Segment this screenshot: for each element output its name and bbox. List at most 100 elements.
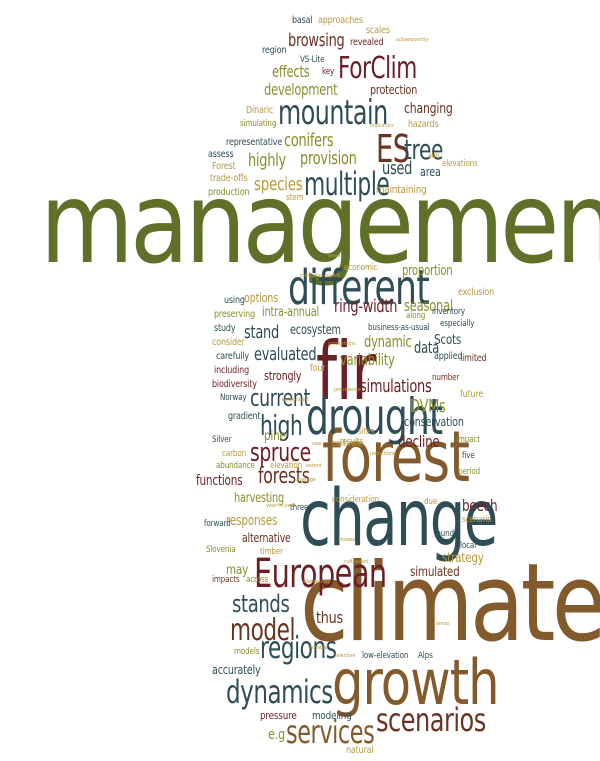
word-economic: economic [344,263,378,273]
word-forclim: ForClim [338,51,417,86]
word-indicative-based: indicative-based [300,273,340,279]
word-scenarios: scenarios [376,701,486,739]
word-area: area [420,165,441,179]
word-maintaining: maintaining [376,183,427,196]
word-reductions: reductions [370,451,396,457]
word-species: species [254,174,303,195]
word-provision: provision [300,148,357,169]
word-variability: variability [340,350,395,369]
word-aim: aim [428,151,440,160]
word-dynamics: dynamics [226,673,333,711]
word-across: across [246,575,269,585]
word-revealed: revealed [350,37,384,48]
word-inventory: inventory [432,307,465,317]
word-norway: Norway [220,393,247,403]
word-exclusion: exclusion [458,287,494,298]
word-assess: assess [208,149,234,160]
word-variable: variable [308,645,328,651]
word-proportion: proportion [402,263,453,279]
word-consider: consider [212,337,245,348]
word-accurately: accurately [212,663,261,677]
word-scales: scales [366,25,390,36]
word-mountain: mountain [278,93,388,133]
word-change: change [300,474,498,564]
word-functions: functions [196,473,243,489]
word-including: including [214,365,249,376]
word-cultivated: cultivated [344,559,368,565]
word-may: may [226,563,249,578]
word-due: due [424,497,438,507]
word-beech: beech [462,496,498,515]
word-abundance: abundance [216,461,255,471]
word-model: model [230,613,296,648]
word-simulated: simulated [410,565,460,580]
word-subsequently: subsequently [396,37,429,43]
word-current: current [250,384,310,412]
word-limited: limited [460,353,487,364]
word-proportions: proportions [328,341,356,347]
word-trade-offs: trade-offs [210,173,248,184]
word-multiple: multiple [304,165,390,203]
word-growth: growth [332,646,500,719]
word-three: three [290,503,309,513]
word-drought: drought [306,388,443,446]
word-consideration: consideration [332,495,379,505]
word-simulations: simulations [360,376,432,397]
word-representative: representative [226,137,283,148]
word-prevalence: prevalence [334,387,361,393]
word-climate: climate [300,541,600,666]
word-low-elevation: low-elevation [362,651,409,661]
word-intra-annual: intra-annual [262,305,320,320]
word-harvesting: harvesting [234,491,284,506]
word-business-as-usual: business-as-usual [368,323,430,333]
word-spruce: spruce [250,438,311,468]
word-regions: regions [260,631,337,666]
word-elevations: elevations [442,159,478,169]
word-services: services [286,713,375,751]
word-management: management [40,159,600,289]
word-applied: applied [434,351,463,362]
word-silver: Silver [212,435,232,445]
word-stem: stem [286,193,304,203]
word-scenario: scenario [462,515,492,525]
word-conservation: conservation [404,415,464,429]
word-european: European [254,551,387,597]
word-alps: Alps [418,651,433,661]
word-basal: basal [292,15,313,26]
word-local: local [460,541,477,551]
word-five: five [462,451,475,461]
word-eg: e.g [268,727,285,743]
word-extent: extent [306,463,322,469]
word-four: four [310,363,326,374]
word-key: key [322,67,335,77]
word-biodiversity: biodiversity [212,379,257,390]
word-scots: Scots [434,333,462,348]
word-dinaric: Dinaric [246,105,274,116]
word-timber: timber [260,547,283,557]
word-thus: thus [316,608,343,627]
word-forward: forward [204,519,231,529]
word-carefully: carefully [216,351,249,362]
word-along: along [406,311,426,321]
word-impact: impact [456,435,480,445]
word-elevation: elevation [270,461,303,471]
word-highly: highly [248,150,286,171]
word-slovenia: Slovenia [206,545,236,555]
word-simulating: simulating [240,119,277,129]
word-effects: effects [272,62,310,81]
word-gradient: gradient [228,411,261,422]
word-found: found [434,529,454,539]
word-changing: changing [404,101,453,117]
word-results: results [340,437,364,447]
word-carbon: carbon [222,449,247,459]
word-calibrate: calibrate [332,439,363,449]
word-protection: protection [370,83,418,97]
word-seasonal: seasonal [404,296,453,315]
word-size: size [312,441,322,447]
word-especially: especially [440,319,475,329]
word-ie: i.e [350,537,356,543]
word-hazards: hazards [408,119,439,130]
word-stands: stands [232,590,290,618]
word-high: high [260,409,303,442]
